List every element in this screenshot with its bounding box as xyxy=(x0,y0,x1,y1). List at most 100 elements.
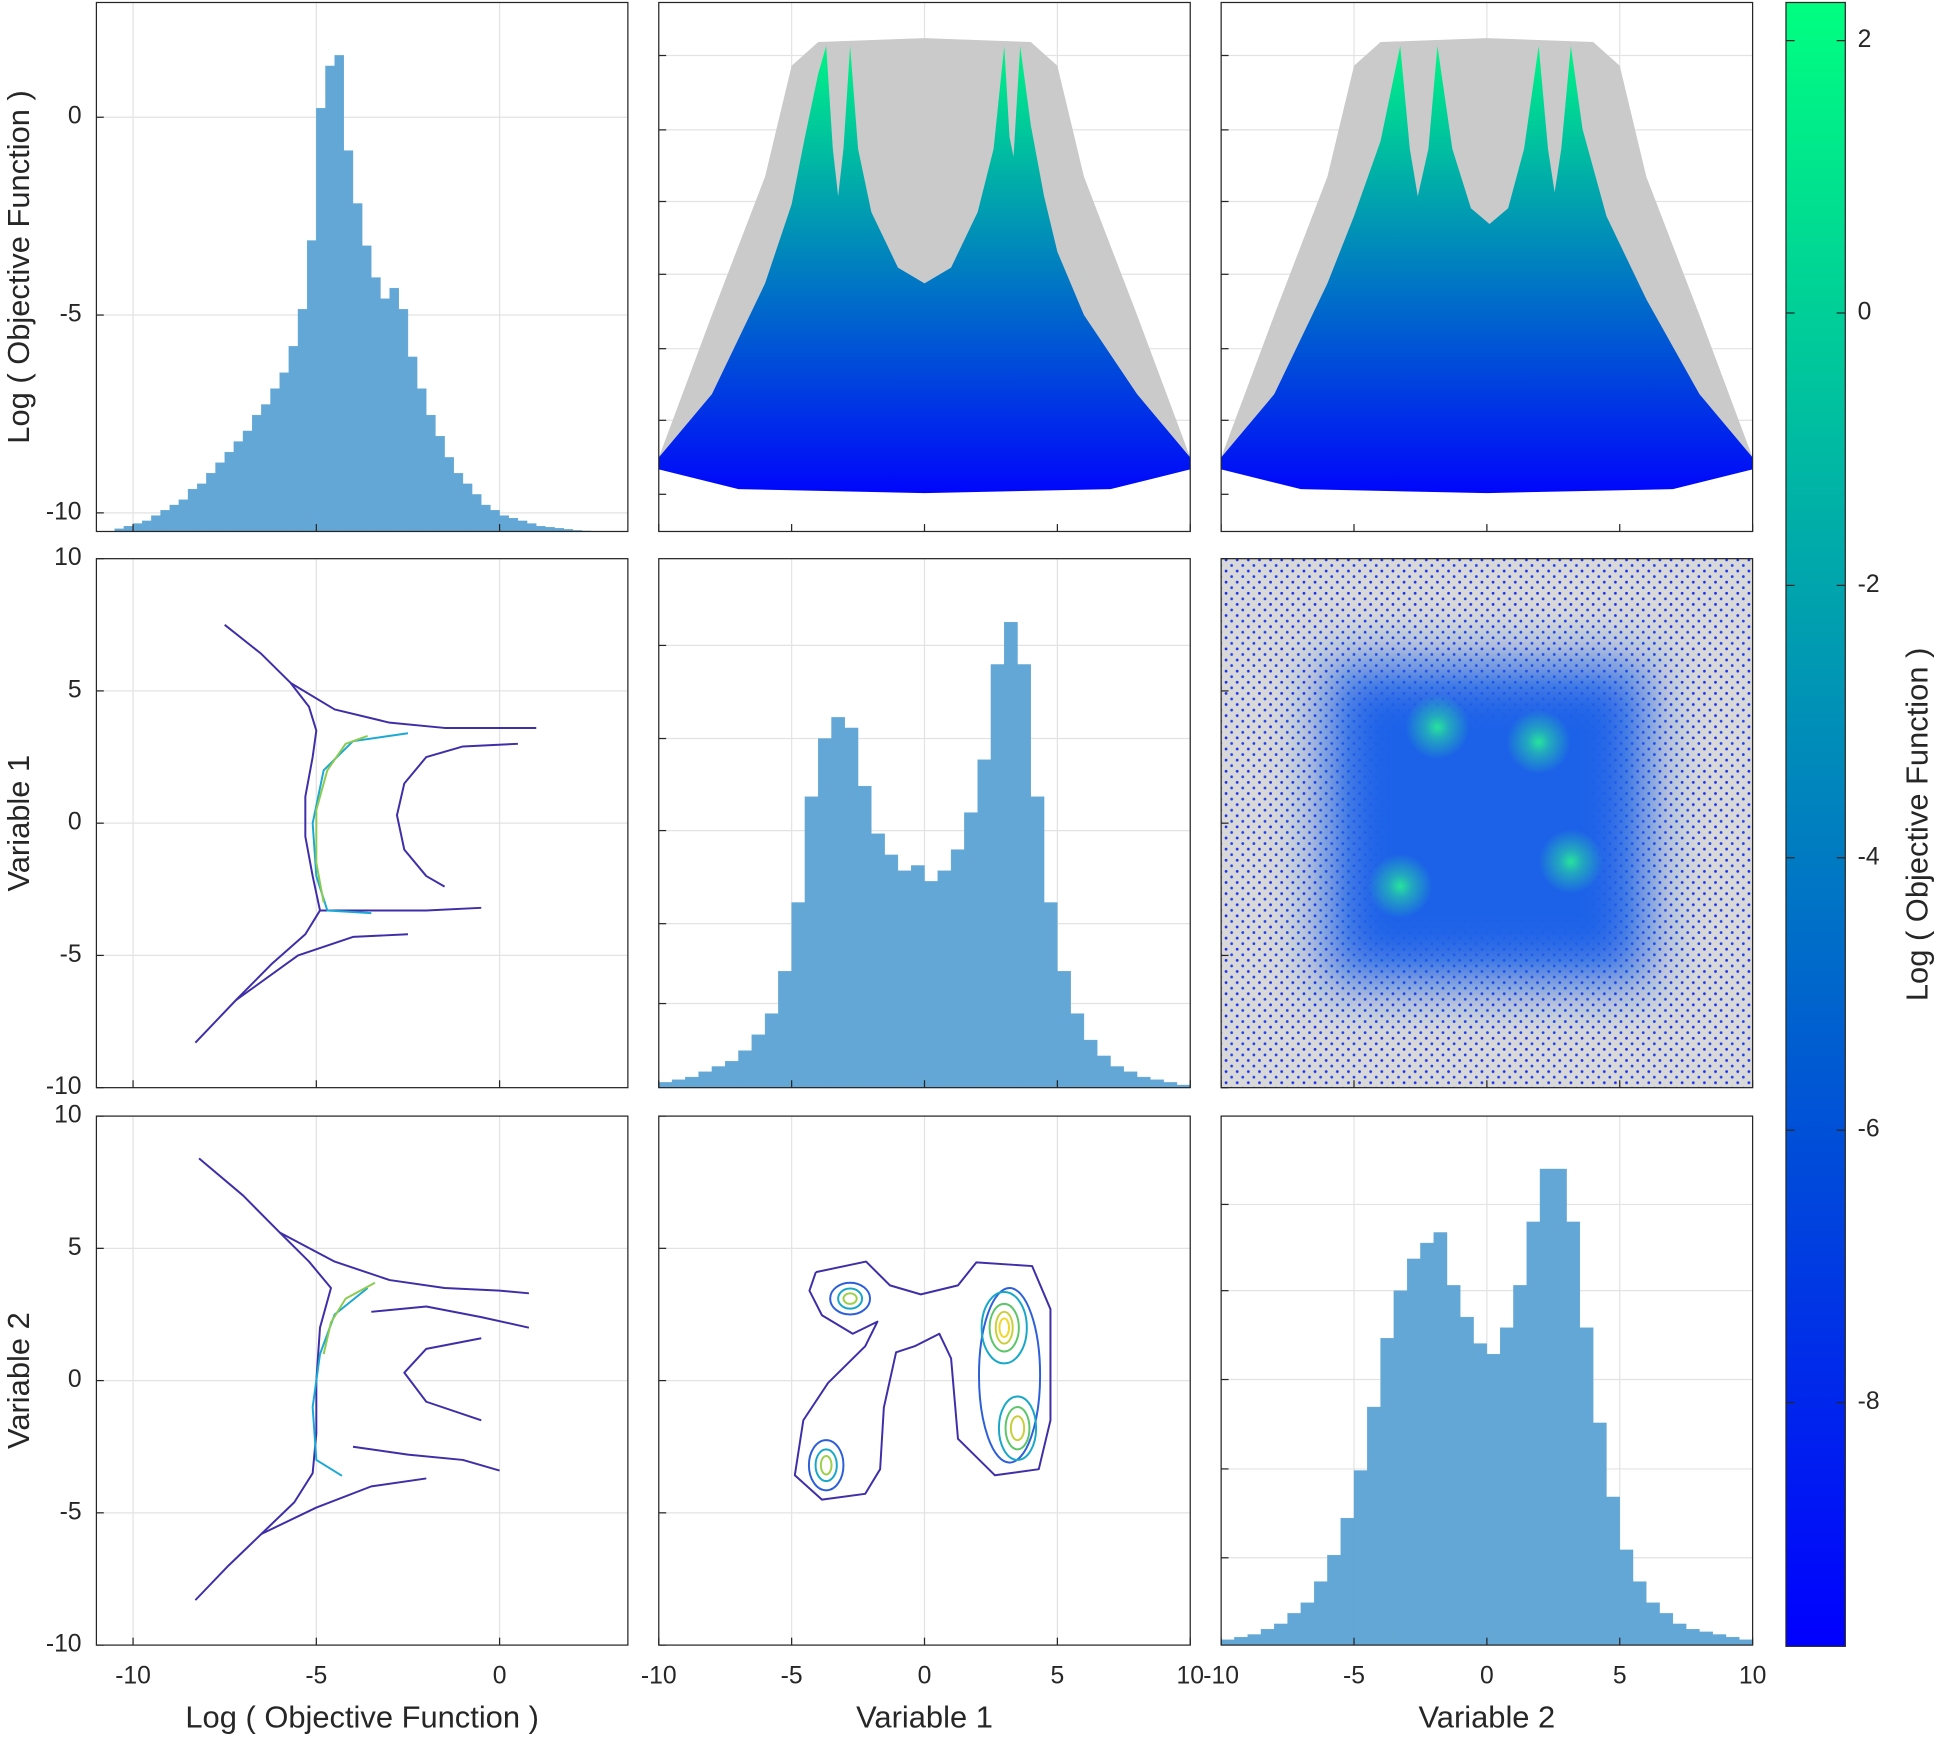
histogram-bar xyxy=(831,717,845,1088)
x-tick-label: -10 xyxy=(115,1663,151,1690)
histogram-bar xyxy=(389,287,399,532)
histogram-bar xyxy=(197,483,207,532)
histogram-bar xyxy=(1579,1327,1594,1646)
colorbar-tick-label: 2 xyxy=(1858,26,1872,53)
histogram-bar xyxy=(818,738,832,1088)
contour-line xyxy=(260,1477,427,1535)
colorbar-tick-label: -4 xyxy=(1858,843,1880,870)
y-tick-label: 0 xyxy=(68,809,82,836)
x-tick-label: 0 xyxy=(918,1663,932,1690)
histogram-bar xyxy=(1300,1602,1315,1646)
histogram-bar xyxy=(1646,1602,1660,1646)
histogram-bar xyxy=(398,309,409,532)
y-tick-label: -5 xyxy=(60,1498,82,1525)
histogram-bar xyxy=(1221,1639,1235,1646)
panel-frame xyxy=(658,1,1191,533)
floor-area xyxy=(1221,469,1753,532)
hotspot xyxy=(1405,695,1470,760)
histogram-bar xyxy=(325,65,335,532)
contour-line xyxy=(403,1337,482,1422)
histogram-bar xyxy=(1367,1406,1381,1646)
colorbar-tick-label: -8 xyxy=(1858,1388,1880,1415)
histogram-bar xyxy=(1083,1039,1098,1088)
contour-line xyxy=(322,1281,376,1355)
histogram-bar xyxy=(977,759,992,1088)
histogram-bar xyxy=(1619,1549,1634,1646)
contour-ellipse xyxy=(977,1287,1042,1464)
objective-area xyxy=(1221,46,1753,532)
histogram-bar xyxy=(778,971,792,1088)
histogram-bar xyxy=(1150,1079,1164,1088)
histogram-bar xyxy=(884,854,899,1088)
contour-ellipse xyxy=(837,1287,864,1310)
histogram-bar xyxy=(1539,1168,1554,1646)
histogram-bar xyxy=(1499,1327,1514,1646)
histogram-bar xyxy=(1287,1613,1302,1646)
y-axis-label: Variable 2 xyxy=(1,1312,36,1449)
histogram-bar xyxy=(1340,1517,1355,1646)
histogram-bar xyxy=(1659,1613,1674,1646)
histogram-bar xyxy=(426,414,436,532)
panel-frame xyxy=(1220,558,1754,1089)
histogram-bar xyxy=(1566,1221,1581,1646)
contour-line xyxy=(315,734,368,903)
histogram-bar xyxy=(224,451,235,532)
contour-ellipse xyxy=(994,1310,1014,1345)
histogram-bar xyxy=(1097,1055,1111,1088)
histogram-bar xyxy=(471,494,482,532)
histogram-bar xyxy=(1110,1066,1124,1088)
panel xyxy=(1221,1116,1753,1646)
histogram-bar xyxy=(658,1082,673,1088)
histogram-bar xyxy=(990,664,1005,1088)
histogram-bar xyxy=(316,108,326,532)
contour-line xyxy=(235,933,409,1002)
histogram-bar xyxy=(937,870,952,1088)
histogram-bar xyxy=(435,436,445,532)
histogram-bar xyxy=(123,526,134,532)
histogram-bar xyxy=(1592,1422,1607,1646)
hotspot xyxy=(1368,853,1433,919)
panel-frame xyxy=(658,1115,1191,1646)
histogram-bar xyxy=(215,462,225,532)
histogram-bar xyxy=(380,298,390,532)
histogram-bar xyxy=(132,523,143,532)
y-tick-label: 5 xyxy=(68,676,82,703)
y-tick-label: -10 xyxy=(46,1631,82,1658)
colorbar-label: Log ( Objective Function ) xyxy=(1900,648,1935,1002)
histogram-bar xyxy=(242,430,253,532)
histogram-bar xyxy=(444,457,454,532)
histogram-bar xyxy=(306,240,317,532)
histogram-bar xyxy=(1057,971,1071,1088)
y-axis-label: Log ( Objective Function ) xyxy=(1,90,36,444)
x-tick-label: 5 xyxy=(1613,1663,1627,1690)
histogram-bar xyxy=(1526,1221,1541,1646)
y-tick-label: -10 xyxy=(46,1073,82,1100)
histogram-bar xyxy=(1123,1071,1138,1088)
x-tick-label: -5 xyxy=(781,1663,803,1690)
histogram-bar xyxy=(844,727,859,1088)
panel xyxy=(1221,558,1753,1088)
histogram-bar xyxy=(361,245,372,532)
colorbar-frame xyxy=(1785,1,1846,1647)
contour-ellipse xyxy=(980,1290,1028,1365)
histogram-bar xyxy=(270,388,280,532)
colorbar-tick-label: -6 xyxy=(1858,1116,1880,1143)
contour-line xyxy=(311,1287,369,1477)
histogram-bar xyxy=(1393,1290,1408,1646)
histogram-bar xyxy=(1353,1470,1368,1646)
histogram-bar xyxy=(288,346,299,532)
histogram-bar xyxy=(1513,1285,1527,1646)
contour-line xyxy=(279,1231,529,1295)
panel xyxy=(96,1116,628,1646)
grid xyxy=(658,1116,1191,1646)
histogram-bar xyxy=(1260,1629,1275,1646)
histogram-bar xyxy=(1136,1076,1151,1088)
histogram-bar xyxy=(297,309,308,532)
contour-line xyxy=(793,1260,1052,1501)
y-tick-label: 10 xyxy=(54,1102,81,1129)
histogram-bar xyxy=(160,510,170,532)
histogram-bar xyxy=(1234,1636,1248,1646)
x-tick-label: 5 xyxy=(1050,1663,1064,1690)
histogram-bar xyxy=(1685,1629,1700,1646)
